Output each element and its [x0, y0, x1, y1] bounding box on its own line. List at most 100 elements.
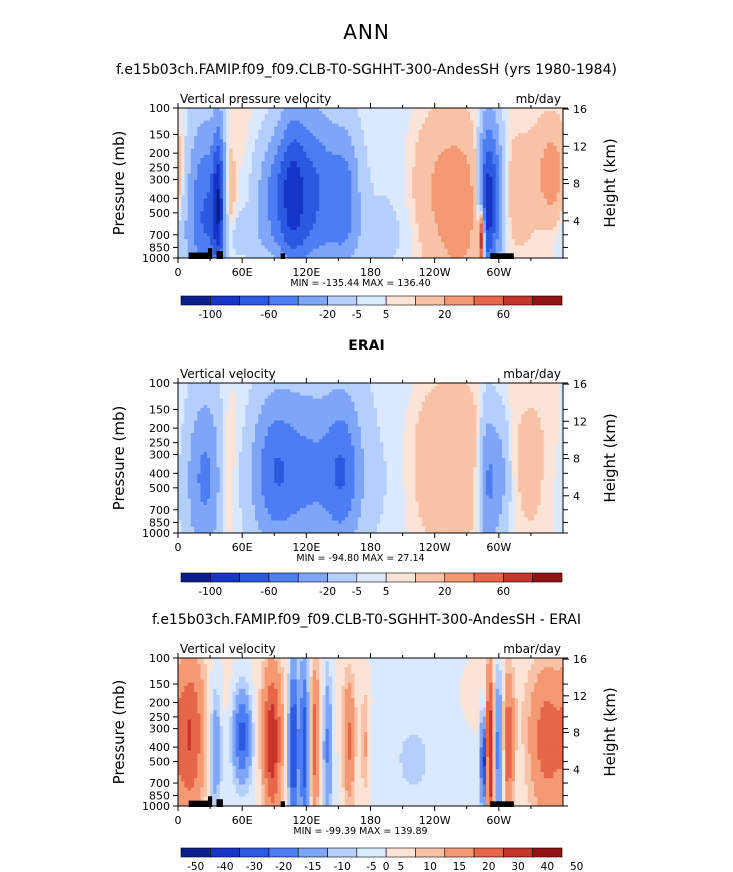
heatmap-cell: [261, 223, 266, 228]
heatmap-cell: [402, 201, 407, 206]
heatmap-cell: [360, 151, 365, 156]
heatmap-cell: [434, 161, 439, 165]
heatmap-cell: [341, 108, 346, 112]
heatmap-cell: [290, 136, 295, 140]
heatmap-cell: [293, 198, 298, 203]
heatmap-cell: [521, 179, 526, 184]
heatmap-cell: [235, 142, 240, 147]
heatmap-cell: [463, 167, 468, 172]
heatmap-cell: [463, 229, 468, 234]
heatmap-cell: [479, 108, 484, 112]
heatmap-cell: [197, 176, 202, 181]
heatmap-cell: [303, 208, 307, 212]
heatmap-cell: [296, 173, 301, 178]
heatmap-cell: [376, 161, 381, 165]
heatmap-cell: [261, 173, 266, 178]
heatmap-cell: [206, 120, 211, 125]
heatmap-cell: [360, 129, 365, 134]
heatmap-cell: [463, 173, 468, 178]
heatmap-cell: [405, 123, 410, 128]
heatmap-cell: [486, 201, 490, 206]
heatmap-cell: [255, 136, 259, 140]
heatmap-cell: [450, 158, 455, 162]
heatmap-cell: [181, 223, 186, 228]
heatmap-cell: [463, 220, 468, 225]
heatmap-cell: [229, 204, 234, 209]
heatmap-cell: [534, 217, 538, 222]
heatmap-cell: [280, 111, 285, 115]
heatmap-cell: [306, 129, 311, 134]
heatmap-cell: [367, 208, 372, 212]
heatmap-cell: [235, 217, 240, 222]
heatmap-cell: [463, 176, 468, 181]
heatmap-cell: [232, 214, 237, 218]
heatmap-cell: [511, 117, 516, 122]
heatmap-cell: [469, 198, 474, 203]
heatmap-cell: [258, 114, 263, 118]
heatmap-cell: [498, 201, 503, 206]
heatmap-cell: [332, 217, 336, 222]
heatmap-cell: [425, 133, 429, 137]
heatmap-cell: [248, 148, 253, 153]
heatmap-cell: [200, 233, 205, 237]
heatmap-cell: [553, 111, 558, 115]
heatmap-cell: [235, 229, 240, 234]
heatmap-cell: [399, 133, 404, 137]
heatmap-cell: [486, 211, 490, 215]
heatmap-cell: [357, 114, 362, 118]
heatmap-cell: [402, 145, 407, 150]
heatmap-cell: [229, 229, 234, 234]
heatmap-cell: [190, 136, 195, 140]
heatmap-cell: [283, 117, 288, 122]
heatmap-cell: [271, 148, 275, 153]
heatmap-cell: [287, 233, 291, 237]
heatmap-cell: [315, 154, 320, 159]
heatmap-cell: [258, 211, 263, 215]
heatmap-cell: [386, 211, 391, 215]
heatmap-cell: [556, 220, 561, 225]
heatmap-cell: [309, 123, 314, 128]
heatmap-cell: [466, 136, 471, 140]
heatmap-cell: [226, 208, 230, 212]
heatmap-cell: [556, 114, 561, 118]
heatmap-cell: [518, 123, 522, 128]
heatmap-cell: [505, 120, 510, 125]
heatmap-cell: [367, 139, 372, 143]
heatmap-cell: [486, 111, 490, 115]
heatmap-cell: [476, 126, 481, 131]
heatmap-cell: [283, 186, 288, 190]
heatmap-cell: [216, 198, 221, 203]
heatmap-cell: [178, 161, 182, 165]
heatmap-cell: [194, 201, 198, 206]
heatmap-cell: [280, 167, 285, 172]
heatmap-cell: [235, 186, 240, 190]
heatmap-cell: [537, 161, 542, 165]
heatmap-cell: [373, 108, 378, 112]
heatmap-cell: [280, 204, 285, 209]
heatmap-cell: [303, 117, 307, 122]
heatmap-cell: [184, 189, 189, 193]
heatmap-cell: [453, 117, 458, 122]
heatmap-cell: [505, 217, 510, 222]
heatmap-cell: [466, 111, 471, 115]
heatmap-cell: [197, 126, 202, 131]
heatmap-cell: [245, 211, 250, 215]
heatmap-cell: [367, 198, 372, 203]
heatmap-cell: [518, 223, 522, 228]
heatmap-cell: [248, 164, 253, 168]
heatmap-cell: [450, 211, 455, 215]
heatmap-cell: [216, 136, 221, 140]
heatmap-cell: [245, 117, 250, 122]
heatmap-cell: [463, 111, 468, 115]
heatmap-cell: [556, 186, 561, 190]
heatmap-cell: [354, 223, 359, 228]
heatmap-cell: [450, 148, 455, 153]
heatmap-cell: [222, 208, 227, 212]
heatmap-cell: [328, 229, 333, 234]
heatmap-cell: [181, 195, 186, 200]
heatmap-cell: [332, 142, 336, 147]
heatmap-cell: [194, 173, 198, 178]
heatmap-cell: [341, 117, 346, 122]
heatmap-cell: [354, 214, 359, 218]
heatmap-cell: [338, 195, 343, 200]
